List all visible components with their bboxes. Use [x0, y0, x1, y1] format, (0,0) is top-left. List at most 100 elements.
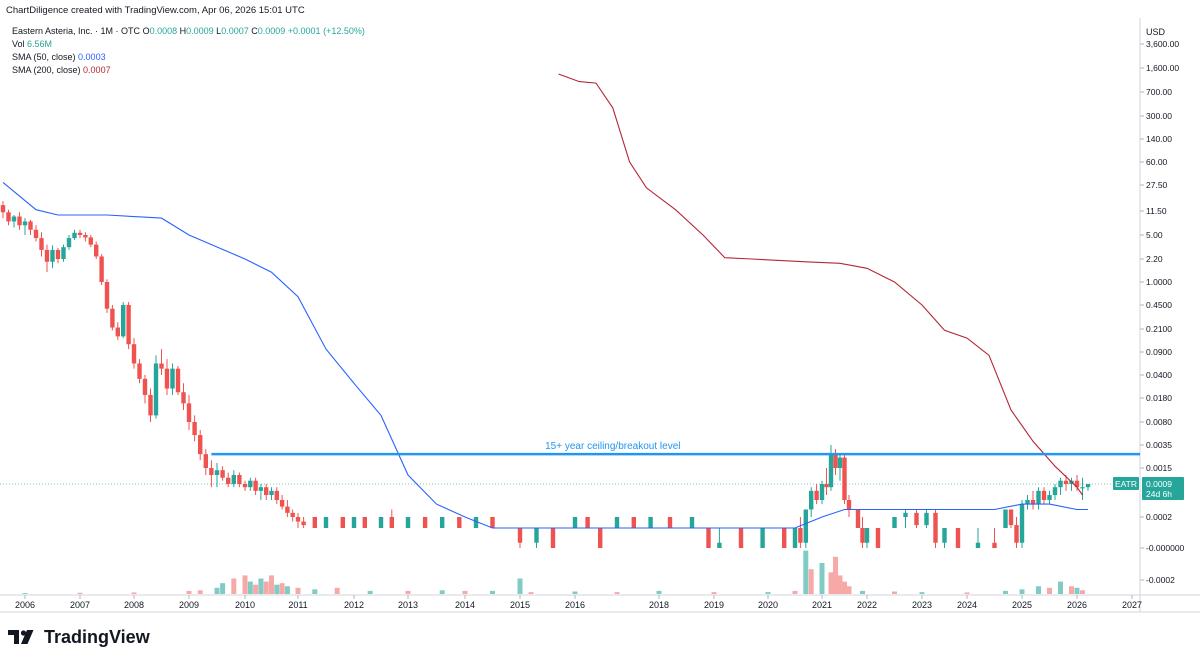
y-tick-label: 3,600.00: [1146, 39, 1179, 49]
candle-body: [405, 517, 411, 528]
candle-body: [0, 205, 6, 213]
candle-body: [833, 454, 838, 468]
x-tick-label: 2009: [179, 600, 199, 610]
volume-bar: [439, 590, 445, 594]
candle-body: [77, 232, 83, 235]
candle-body: [61, 247, 66, 259]
y-tick-label: 0.0400: [1146, 370, 1172, 380]
y-tick-label: 11.50: [1146, 206, 1167, 216]
candle-body: [572, 517, 578, 528]
candle-body: [824, 484, 829, 488]
y-tick-label: 0.2100: [1146, 324, 1172, 334]
candle-body: [1003, 509, 1008, 528]
symbol-row[interactable]: Eastern Asteria, Inc. · 1M · OTC O0.0008…: [12, 25, 365, 38]
x-tick-label: 2022: [857, 600, 877, 610]
candle-body: [378, 517, 384, 528]
x-tick-label: 2016: [565, 600, 585, 610]
candle-body: [153, 363, 159, 416]
candle-body: [72, 232, 77, 239]
volume-bar: [1019, 589, 1025, 594]
candle-body: [1025, 500, 1030, 505]
candle-body: [6, 212, 11, 222]
ticker-badge-label: EATR: [1115, 479, 1137, 489]
y-tick-label: 140.00: [1146, 134, 1172, 144]
candle-body: [88, 237, 93, 245]
candle-body: [1019, 504, 1025, 543]
x-tick-label: 2020: [758, 600, 778, 610]
candle-body: [115, 327, 120, 337]
x-tick-label: 2011: [288, 600, 307, 610]
candle-body: [209, 468, 214, 475]
y-tick-label: 1,600.00: [1146, 63, 1179, 73]
ticker-badge[interactable]: [1113, 477, 1139, 490]
y-tick-label: 1.0000: [1146, 277, 1172, 287]
volume-bar: [517, 578, 523, 594]
x-tick-label: 2024: [957, 600, 977, 610]
candle-body: [875, 528, 881, 548]
candle-body: [517, 528, 523, 543]
candle-body: [94, 244, 99, 257]
y-tick-label: -0.0002: [1146, 575, 1175, 585]
sma200-row[interactable]: SMA (200, close) 0.0007: [12, 64, 365, 77]
volume-bar: [253, 584, 259, 594]
candle-body: [83, 235, 88, 238]
candle-body: [1074, 480, 1080, 488]
sma50-row[interactable]: SMA (50, close) 0.0003: [12, 51, 365, 64]
volume-bar: [274, 584, 280, 594]
y-tick-label: 0.0080: [1146, 417, 1172, 427]
volume-bar: [279, 583, 285, 594]
chart-legend: Eastern Asteria, Inc. · 1M · OTC O0.0008…: [12, 25, 365, 77]
volume-bar: [964, 592, 970, 594]
sma200-value: 0.0007: [83, 65, 111, 75]
y-tick-label: 27.50: [1146, 180, 1168, 190]
candle-body: [148, 394, 153, 416]
candle-body: [274, 490, 279, 500]
volume-bar: [258, 578, 264, 594]
candle-body: [1008, 509, 1014, 526]
volume-bar: [792, 590, 798, 594]
candle-body: [264, 487, 269, 496]
candle-body: [351, 517, 357, 528]
volume-bar: [833, 556, 838, 594]
candle-body: [1052, 487, 1058, 496]
y-tick-label: 700.00: [1146, 87, 1172, 97]
candle-body: [598, 528, 603, 548]
candle-body: [803, 509, 808, 543]
candle-body: [131, 344, 137, 364]
x-tick-label: 2021: [812, 600, 832, 610]
volume-bar: [312, 589, 318, 594]
breakout-level-label: 15+ year ceiling/breakout level: [545, 441, 680, 452]
currency-label[interactable]: USD: [1146, 27, 1166, 37]
candle-body: [457, 517, 462, 528]
volume-bar: [22, 593, 28, 594]
candle-body: [782, 528, 787, 548]
candle-body: [689, 517, 695, 528]
volume-bar: [263, 581, 269, 594]
candle-body: [473, 517, 479, 528]
attribution-text: ChartDiligence created with TradingView.…: [6, 5, 305, 16]
candle-body: [312, 517, 317, 528]
volume-bar: [247, 581, 253, 594]
candle-body: [914, 512, 919, 526]
candle-body: [933, 512, 938, 543]
candle-body: [1030, 500, 1036, 505]
candle-body: [237, 474, 242, 484]
volume-bar: [242, 575, 248, 594]
candle-body: [142, 378, 148, 395]
x-tick-label: 2012: [344, 600, 364, 610]
volume-row[interactable]: Vol 6.56M: [12, 38, 365, 51]
candle-body: [1041, 490, 1047, 500]
y-tick-label: 0.0180: [1146, 393, 1172, 403]
y-tick-label: 0.4500: [1146, 300, 1172, 310]
last-price-badge[interactable]: [1142, 477, 1184, 500]
candle-body: [631, 517, 636, 528]
volume-bar: [1047, 587, 1052, 594]
candle-body: [362, 517, 367, 528]
candle-body: [198, 435, 203, 455]
x-tick-label: 2026: [1067, 600, 1087, 610]
tradingview-logo[interactable]: TradingView: [8, 626, 150, 648]
x-tick-label: 2010: [235, 600, 255, 610]
candle-body: [290, 512, 295, 517]
candle-body: [170, 368, 175, 389]
